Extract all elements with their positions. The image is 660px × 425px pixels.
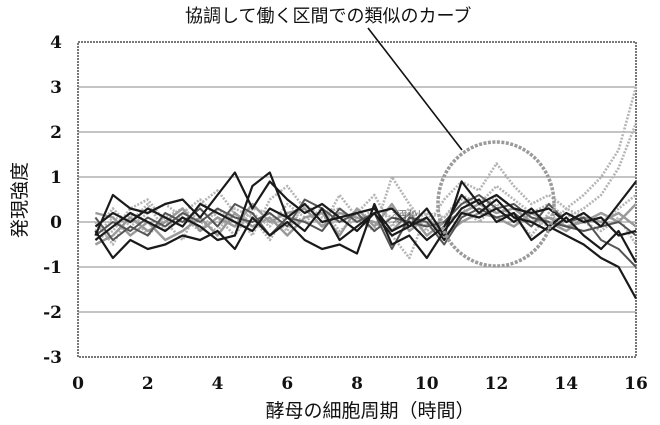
y-tick-label: 0 bbox=[50, 213, 62, 233]
x-tick-label: 8 bbox=[351, 374, 363, 394]
y-tick-label: 2 bbox=[50, 123, 62, 143]
y-tick-label: 3 bbox=[50, 78, 62, 98]
annotation-pointer bbox=[367, 27, 463, 151]
y-tick-label: -1 bbox=[43, 258, 62, 278]
annotation-text: 協調して働く区間での類似のカーブ bbox=[185, 5, 471, 27]
x-tick-label: 2 bbox=[142, 374, 154, 394]
y-axis-title: 発現強度 bbox=[9, 162, 31, 238]
series-line-4 bbox=[94, 202, 637, 242]
y-tick-label: -2 bbox=[43, 303, 62, 323]
series-line-3 bbox=[94, 171, 637, 264]
series-layer bbox=[94, 86, 638, 300]
x-tick-label: 14 bbox=[554, 374, 578, 394]
x-tick-labels: 0 2 4 6 8 10 12 14 16 bbox=[72, 374, 648, 394]
y-tick-label: 1 bbox=[50, 168, 62, 188]
plot-background bbox=[77, 41, 637, 358]
x-tick-label: 10 bbox=[415, 374, 439, 394]
y-tick-labels: 4 3 2 1 0 -1 -2 -3 bbox=[43, 33, 62, 368]
y-tick-label: 4 bbox=[50, 33, 62, 53]
inner-label: 類似 bbox=[392, 208, 422, 226]
series-line-1 bbox=[94, 171, 637, 237]
x-axis-title: 酵母の細胞周期（時間） bbox=[265, 400, 474, 422]
y-tick-label: -3 bbox=[43, 348, 62, 368]
x-tick-label: 4 bbox=[212, 374, 224, 394]
x-tick-label: 6 bbox=[281, 374, 293, 394]
series-line-9 bbox=[94, 86, 638, 242]
x-tick-label: 0 bbox=[72, 374, 84, 394]
plot-frame bbox=[77, 41, 637, 358]
highlight-ellipse bbox=[436, 140, 556, 268]
x-tick-label: 12 bbox=[485, 374, 509, 394]
x-tick-label: 16 bbox=[624, 374, 648, 394]
